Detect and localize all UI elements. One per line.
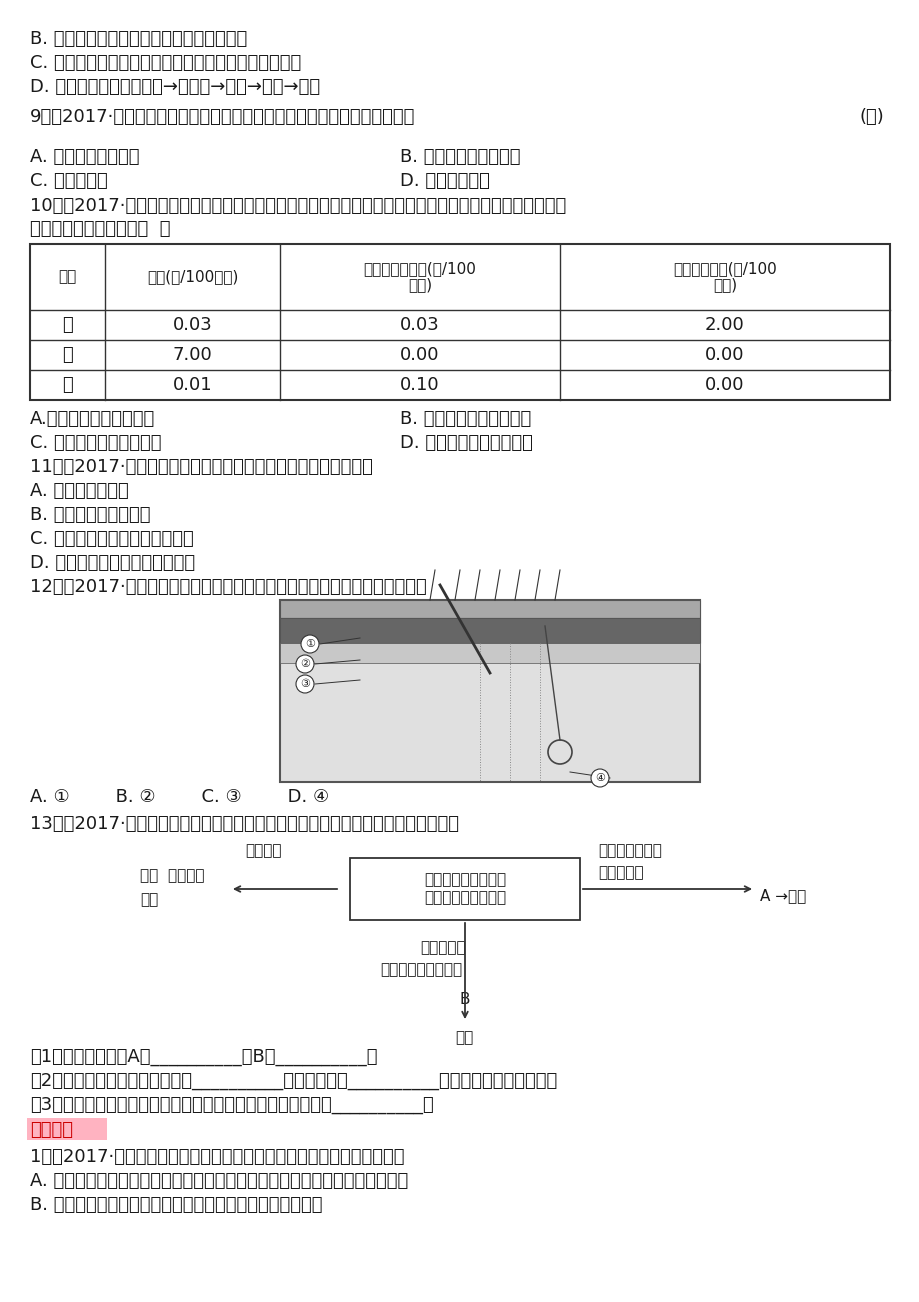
Text: 0.01: 0.01	[173, 376, 212, 395]
Text: A. 肾小球的过滤作用: A. 肾小球的过滤作用	[30, 148, 140, 165]
Text: 0.10: 0.10	[400, 376, 439, 395]
Bar	[279, 643, 699, 663]
Bar	[279, 600, 699, 783]
Text: 大部分水、: 大部分水、	[420, 940, 465, 954]
Text: 丙: 丙	[62, 376, 73, 395]
Text: 9．（2017·聊城）正常人的尿液与原尿相比，一般不含有葡萄糖，这是由于: 9．（2017·聊城）正常人的尿液与原尿相比，一般不含有葡萄糖，这是由于	[30, 108, 414, 126]
Text: 0.03: 0.03	[173, 316, 212, 335]
Bar	[27, 1118, 107, 1141]
Text: 输尿管内液体(克/100: 输尿管内液体(克/100	[673, 262, 776, 276]
Text: ④: ④	[595, 773, 605, 783]
Text: 水、无机盐、尿素等: 水、无机盐、尿素等	[424, 891, 505, 905]
Text: 12．（2017·烟台）皮肤是人体最大的器官，形成和排出汗液的结构是（　）: 12．（2017·烟台）皮肤是人体最大的器官，形成和排出汗液的结构是（ ）	[30, 578, 426, 596]
Text: 肾小囊腔内液体(克/100: 肾小囊腔内液体(克/100	[363, 262, 476, 276]
Bar	[279, 600, 699, 618]
Text: C. 膀胱的储存: C. 膀胱的储存	[30, 172, 108, 190]
Text: D. 蛋白财、葡萄糖、尿素: D. 蛋白财、葡萄糖、尿素	[400, 434, 532, 452]
Text: C. 血液流经肾小球后，由动脉血变为静脉血，尿素减少: C. 血液流经肾小球后，由动脉血变为静脉血，尿素减少	[30, 53, 301, 72]
Text: B. 出现蛋白尿的原因是肾小球的通透性增大: B. 出现蛋白尿的原因是肾小球的通透性增大	[30, 30, 247, 48]
Text: 呼吸  和少量水: 呼吸 和少量水	[140, 868, 204, 883]
Text: A. 排出体内的废物: A. 排出体内的废物	[30, 482, 129, 500]
Text: 1．（2017·沧州献县模拟）下列关于人体排泏的说法，不正确的是（　）: 1．（2017·沧州献县模拟）下列关于人体排泏的说法，不正确的是（ ）	[30, 1148, 404, 1167]
Text: 二氧化碳: 二氧化碳	[244, 842, 281, 858]
Text: C. 调节体内水分和无机盐的平衡: C. 调节体内水分和无机盐的平衡	[30, 530, 194, 548]
Text: 断，甲、乙、丙分别是（  ）: 断，甲、乙、丙分别是（ ）	[30, 220, 170, 238]
Text: 尿液: 尿液	[455, 1030, 472, 1046]
Text: 7.00: 7.00	[173, 346, 212, 365]
Text: D. 输尿管的输送: D. 输尿管的输送	[400, 172, 489, 190]
Text: D. 尿液的排出途径是肾脏→输尿管→膀胱→尿道→体外: D. 尿液的排出途径是肾脏→输尿管→膀胱→尿道→体外	[30, 78, 320, 96]
Text: 11．（2017·海南）下列关于排尿意义的说法中不正确的是（　）: 11．（2017·海南）下列关于排尿意义的说法中不正确的是（ ）	[30, 458, 372, 477]
Text: B: B	[460, 992, 470, 1006]
Text: 甲: 甲	[62, 316, 73, 335]
Bar	[279, 618, 699, 643]
Circle shape	[301, 635, 319, 654]
Text: B. 肾小管的重吸收作用: B. 肾小管的重吸收作用	[400, 148, 520, 165]
Text: ②: ②	[300, 659, 310, 669]
Text: B. 排出体内的食物残渣: B. 排出体内的食物残渣	[30, 506, 151, 523]
Text: A. 绝大部分的尿素、尿酸、多余的水和无机盐以尿液的形式通过泌尿系统排出: A. 绝大部分的尿素、尿酸、多余的水和无机盐以尿液的形式通过泌尿系统排出	[30, 1172, 408, 1190]
Text: 2.00: 2.00	[704, 316, 744, 335]
Text: ①: ①	[305, 639, 314, 648]
Text: (　): ( )	[859, 108, 884, 126]
Text: A. ①        B. ②        C. ③        D. ④: A. ① B. ② C. ③ D. ④	[30, 788, 329, 806]
Circle shape	[296, 655, 313, 673]
Text: A →汗液: A →汗液	[759, 888, 805, 904]
Text: 血浆(克/100毫升): 血浆(克/100毫升)	[147, 270, 238, 285]
Text: 模拟预测: 模拟预测	[30, 1121, 73, 1139]
Bar	[30, 243, 889, 400]
Text: 系统: 系统	[140, 892, 158, 907]
Text: A.尿素、葡萄糖、蛋白质: A.尿素、葡萄糖、蛋白质	[30, 410, 155, 428]
Text: 部分水、少量无: 部分水、少量无	[597, 842, 661, 858]
Text: C. 尿素、蛋白贤、葡萄糖: C. 尿素、蛋白贤、葡萄糖	[30, 434, 162, 452]
Text: ③: ③	[300, 680, 310, 689]
Text: 毫升): 毫升)	[407, 277, 432, 293]
Circle shape	[590, 769, 608, 786]
Text: 代谢废物：二氧化碳: 代谢废物：二氧化碳	[424, 872, 505, 888]
Text: 10．（2017·桐城）如表为血浆、肾小囊腔内和输尿管内溶液中甲、乙、丙三种物质的浓度。据表中数据判: 10．（2017·桐城）如表为血浆、肾小囊腔内和输尿管内溶液中甲、乙、丙三种物质…	[30, 197, 565, 215]
Text: （3）如尿检时发现红细胞和大分子蛋白质，病变的部位可能是__________。: （3）如尿检时发现红细胞和大分子蛋白质，病变的部位可能是__________。	[30, 1096, 433, 1115]
Text: 毫升): 毫升)	[712, 277, 736, 293]
Bar	[349, 858, 579, 921]
Text: （2）在尿液的形成过程中要经过__________的滤过作用和__________的重吸收作用两大过程。: （2）在尿液的形成过程中要经过__________的滤过作用和_________…	[30, 1072, 557, 1090]
Text: D. 维持组织细胞的正常生理功能: D. 维持组织细胞的正常生理功能	[30, 553, 195, 572]
Circle shape	[296, 674, 313, 693]
Text: 0.00: 0.00	[705, 376, 744, 395]
Text: （1）图中排泏途径A是__________，B是__________。: （1）图中排泏途径A是__________，B是__________。	[30, 1048, 377, 1066]
Text: 大部分尿素、无机盐: 大部分尿素、无机盐	[380, 962, 461, 976]
Text: 物质: 物质	[58, 270, 76, 285]
Text: 0.00: 0.00	[400, 346, 439, 365]
Text: 0.03: 0.03	[400, 316, 439, 335]
Text: 乙: 乙	[62, 346, 73, 365]
Text: 13．（2017·遵义）如图是人体代谢废物排出的主要途径，请根据图回答下列问题：: 13．（2017·遵义）如图是人体代谢废物排出的主要途径，请根据图回答下列问题：	[30, 815, 459, 833]
Text: 机盐、尿素: 机盐、尿素	[597, 865, 643, 880]
Text: B. 葡萄糖、尿素、蛋白质: B. 葡萄糖、尿素、蛋白质	[400, 410, 530, 428]
Text: 0.00: 0.00	[705, 346, 744, 365]
Text: B. 一部分水和少量的尿素、无机盐以汗液的形式由皮肤排出: B. 一部分水和少量的尿素、无机盐以汗液的形式由皮肤排出	[30, 1197, 323, 1213]
